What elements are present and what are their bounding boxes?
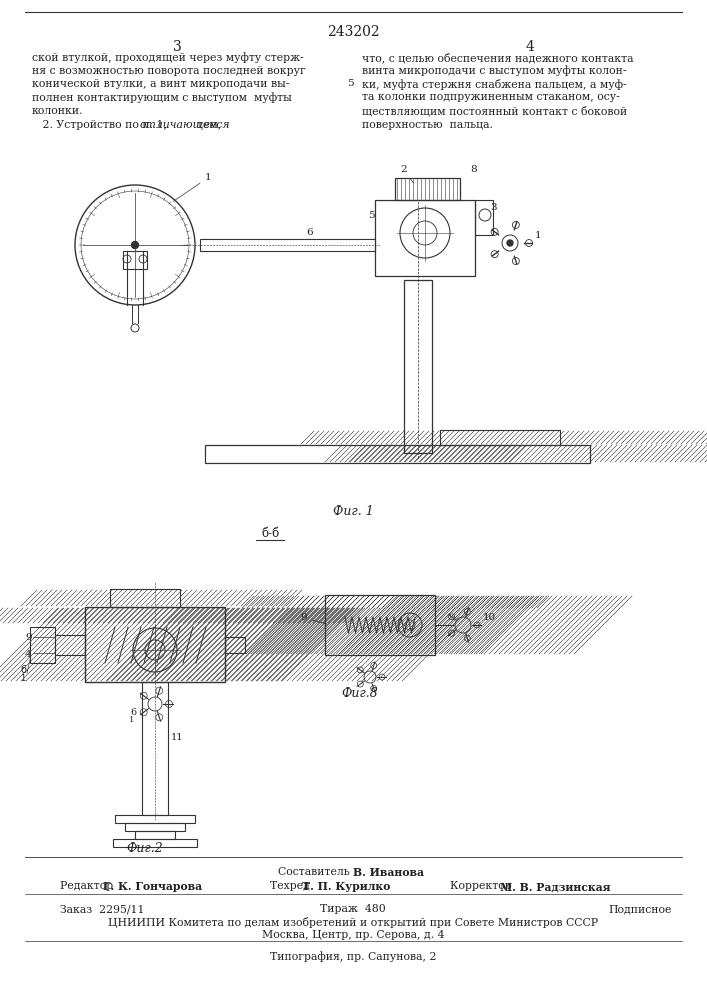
Bar: [200, 239, 375, 251]
Text: 11: 11: [171, 733, 184, 742]
Text: винта микроподачи с выступом муфты колон-: винта микроподачи с выступом муфты колон…: [362, 66, 626, 76]
Bar: [325, 595, 435, 655]
Text: Фиг.8: Фиг.8: [341, 687, 378, 700]
Text: б: б: [20, 665, 26, 675]
Text: 6: 6: [130, 708, 136, 717]
Text: Т. П. Курилко: Т. П. Курилко: [302, 881, 390, 892]
Text: Фиг. 1: Фиг. 1: [332, 505, 373, 518]
Text: Москва, Центр, пр. Серова, д. 4: Москва, Центр, пр. Серова, д. 4: [262, 930, 444, 940]
Text: 9: 9: [25, 633, 32, 642]
Text: 2: 2: [400, 165, 414, 183]
Text: Типография, пр. Сапунова, 2: Типография, пр. Сапунова, 2: [270, 951, 436, 962]
Circle shape: [132, 241, 139, 248]
Text: поверхностью  пальца.: поверхностью пальца.: [362, 119, 493, 129]
Text: Техред: Техред: [270, 881, 313, 891]
Text: Тираж  480: Тираж 480: [320, 904, 386, 914]
Text: колонки.: колонки.: [32, 106, 83, 116]
Text: М. В. Радзинская: М. В. Радзинская: [500, 881, 611, 892]
Text: тем,: тем,: [189, 119, 221, 129]
Text: 243202: 243202: [327, 25, 380, 39]
Bar: [205, 445, 590, 463]
Text: 10: 10: [477, 613, 496, 624]
Text: 6: 6: [307, 228, 313, 237]
Text: 1: 1: [173, 173, 211, 201]
Text: Фиг.2: Фиг.2: [127, 842, 163, 855]
Text: 8: 8: [470, 165, 477, 174]
Bar: [30, 627, 55, 663]
Text: 5: 5: [368, 211, 375, 220]
Bar: [123, 251, 147, 269]
Text: 9: 9: [300, 613, 327, 624]
Text: Корректор: Корректор: [450, 881, 515, 891]
Bar: [125, 823, 185, 831]
Bar: [85, 607, 225, 682]
Bar: [395, 178, 460, 200]
Text: ки, муфта стержня снабжена пальцем, а муф-: ки, муфта стержня снабжена пальцем, а му…: [362, 79, 626, 90]
Text: 4: 4: [525, 40, 534, 54]
Text: 2. Устройство по п. 1,: 2. Устройство по п. 1,: [32, 119, 170, 129]
Text: б-б: б-б: [261, 527, 279, 540]
Bar: [225, 637, 245, 653]
Text: Редактор: Редактор: [60, 881, 117, 891]
Text: та колонки подпружиненным стаканом, осу-: та колонки подпружиненным стаканом, осу-: [362, 93, 620, 103]
Text: 3: 3: [490, 203, 496, 212]
Text: 4: 4: [25, 650, 32, 659]
Bar: [110, 589, 180, 607]
Text: В. Иванова: В. Иванова: [353, 867, 424, 878]
Text: 3: 3: [173, 40, 182, 54]
Bar: [142, 682, 168, 815]
Bar: [115, 815, 195, 823]
Text: что, с целью обеспечения надежного контакта: что, с целью обеспечения надежного конта…: [362, 52, 633, 63]
Text: Подписное: Подписное: [609, 904, 672, 914]
Text: 1: 1: [129, 716, 134, 724]
Bar: [135, 831, 175, 839]
Circle shape: [507, 240, 513, 246]
Text: конической втулки, а винт микроподачи вы-: конической втулки, а винт микроподачи вы…: [32, 79, 289, 89]
Text: полнен контактирующим с выступом  муфты: полнен контактирующим с выступом муфты: [32, 93, 292, 103]
Text: 5: 5: [347, 79, 354, 88]
Text: 1: 1: [535, 231, 542, 240]
Bar: [475, 200, 493, 235]
Bar: [55, 635, 85, 655]
Bar: [404, 280, 432, 453]
Bar: [440, 430, 560, 445]
Bar: [375, 200, 475, 276]
Text: ществляющим постоянный контакт с боковой: ществляющим постоянный контакт с боковой: [362, 106, 627, 116]
Text: 1: 1: [20, 674, 25, 683]
Text: отличающееся: отличающееся: [140, 119, 230, 129]
Text: ЦНИИПИ Комитета по делам изобретений и открытий при Совете Министров СССР: ЦНИИПИ Комитета по делам изобретений и о…: [108, 917, 598, 928]
Text: ской втулкой, проходящей через муфту стерж-: ской втулкой, проходящей через муфту сте…: [32, 52, 304, 63]
Text: Г. К. Гончарова: Г. К. Гончарова: [103, 881, 202, 892]
Text: Составитель: Составитель: [278, 867, 353, 877]
Text: ня с возможностью поворота последней вокруг: ня с возможностью поворота последней вок…: [32, 66, 305, 76]
Text: Заказ  2295/11: Заказ 2295/11: [60, 904, 144, 914]
Bar: [113, 839, 197, 847]
